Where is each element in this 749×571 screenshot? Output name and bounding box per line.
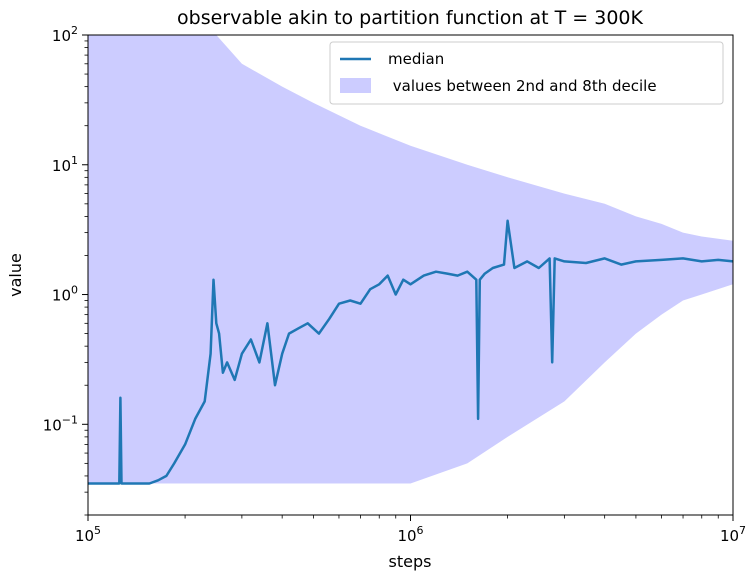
decile-band — [88, 35, 733, 484]
median-line-layer — [88, 219, 734, 485]
x-axis-label: steps — [389, 552, 432, 571]
legend: median values between 2nd and 8th decile — [329, 41, 724, 105]
x-tick-label: 105 — [75, 524, 101, 545]
y-axis-ticks: 10−1 100 101 102 — [43, 24, 88, 516]
legend-median-label: median — [388, 50, 444, 68]
x-axis-ticks: 105 106 107 — [75, 515, 746, 545]
chart-title: observable akin to partition function at… — [177, 7, 643, 29]
x-tick-label: 107 — [720, 524, 746, 545]
x-tick-label: 106 — [397, 524, 423, 545]
median-line — [88, 219, 734, 485]
y-tick-label: 102 — [52, 24, 78, 45]
y-tick-label: 10−1 — [43, 413, 78, 434]
decile-band-layer — [88, 35, 733, 484]
legend-decile-swatch — [340, 78, 371, 93]
y-tick-label: 100 — [52, 284, 78, 305]
y-tick-label: 101 — [52, 154, 78, 175]
y-axis-label: value — [6, 253, 25, 297]
plot-area — [88, 35, 734, 485]
legend-decile-label: values between 2nd and 8th decile — [388, 77, 657, 95]
legend-box — [329, 41, 724, 105]
